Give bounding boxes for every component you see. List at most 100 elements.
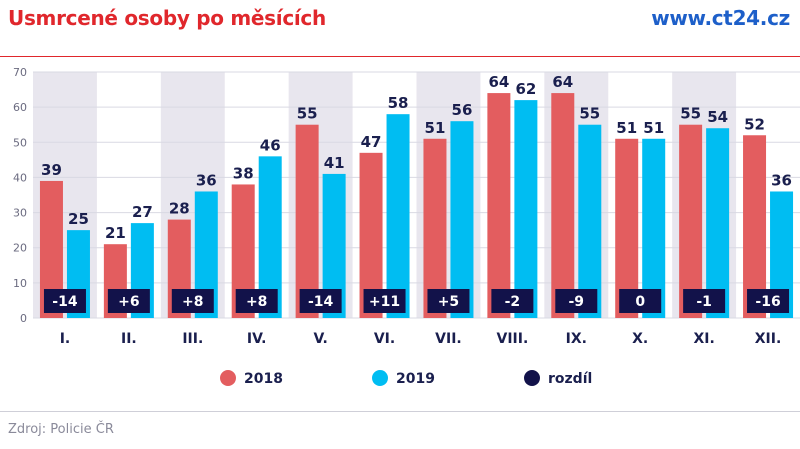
diff-label-1: +6 xyxy=(118,294,139,310)
bar-2018-6 xyxy=(423,138,447,318)
data-label-2019-0: 25 xyxy=(68,210,89,228)
x-tick-label-3: IV. xyxy=(247,331,267,347)
x-tick-label-8: IX. xyxy=(566,331,587,347)
bar-2019-11 xyxy=(770,191,794,318)
legend-label-2018: 2018 xyxy=(244,371,283,387)
data-label-2018-5: 47 xyxy=(361,133,382,151)
bar-2018-4 xyxy=(295,124,319,318)
diff-box-2 xyxy=(171,289,214,313)
diff-box-0 xyxy=(43,289,86,313)
diff-label-4: -14 xyxy=(308,294,334,310)
diff-box-10 xyxy=(683,289,726,313)
diff-label-11: -16 xyxy=(755,294,780,310)
bar-2019-6 xyxy=(450,121,474,318)
diff-label-2: +8 xyxy=(182,294,203,310)
data-label-2019-6: 56 xyxy=(452,101,473,119)
data-label-2018-11: 52 xyxy=(744,115,765,133)
diff-box-6 xyxy=(427,289,470,313)
bar-2018-7 xyxy=(487,93,511,318)
data-label-2019-4: 41 xyxy=(324,154,345,172)
bar-2019-7 xyxy=(514,100,538,318)
data-label-2018-3: 38 xyxy=(233,164,254,182)
diff-box-8 xyxy=(555,289,598,313)
data-label-2019-1: 27 xyxy=(132,203,153,221)
x-tick-label-9: X. xyxy=(632,331,648,347)
header-divider xyxy=(0,56,800,57)
diff-label-0: -14 xyxy=(52,294,78,310)
bar-2018-8 xyxy=(551,93,575,318)
y-tick-label: 60 xyxy=(13,101,27,114)
x-tick-label-5: VI. xyxy=(374,331,395,347)
bar-2019-9 xyxy=(642,138,666,318)
data-label-2019-7: 62 xyxy=(515,80,536,98)
bar-2019-3 xyxy=(258,156,282,318)
data-label-2019-8: 55 xyxy=(579,105,600,123)
data-label-2018-6: 51 xyxy=(425,119,446,137)
diff-box-11 xyxy=(747,289,790,313)
legend-label-2019: 2019 xyxy=(396,371,435,387)
footer-divider xyxy=(0,411,800,412)
y-tick-label: 50 xyxy=(13,136,27,149)
x-tick-label-10: XI. xyxy=(693,331,714,347)
bar-2018-5 xyxy=(359,152,383,318)
bar-2019-5 xyxy=(386,114,410,319)
diff-label-7: -2 xyxy=(505,294,521,310)
data-label-2018-9: 51 xyxy=(616,119,637,137)
x-tick-label-1: II. xyxy=(121,331,137,347)
brand-link[interactable]: www.ct24.cz xyxy=(651,6,790,30)
chart-title: Usmrcené osoby po měsících xyxy=(8,6,326,30)
y-tick-label: 0 xyxy=(20,312,27,325)
data-label-2019-2: 36 xyxy=(196,171,217,189)
data-label-2019-10: 54 xyxy=(707,108,728,126)
diff-box-9 xyxy=(619,289,662,313)
y-tick-label: 10 xyxy=(13,277,27,290)
grid-layer: 0 10 20 30 40 50 60 70 xyxy=(13,66,800,325)
data-label-2018-2: 28 xyxy=(169,200,190,218)
diff-label-5: +11 xyxy=(369,294,400,310)
diff-box-1 xyxy=(107,289,150,313)
data-label-2018-1: 21 xyxy=(105,224,126,242)
data-label-2018-7: 64 xyxy=(488,73,509,91)
bar-2019-10 xyxy=(706,128,730,318)
bar-2018-11 xyxy=(743,135,767,318)
x-tick-label-6: VII. xyxy=(435,331,462,347)
data-label-2019-5: 58 xyxy=(388,94,409,112)
legend: 2018 2019 rozdíl xyxy=(220,370,592,387)
diff-box-4 xyxy=(299,289,342,313)
y-tick-label: 40 xyxy=(13,171,27,184)
diff-box-5 xyxy=(363,289,406,313)
legend-swatch-2019 xyxy=(372,370,388,386)
y-tick-label: 20 xyxy=(13,242,27,255)
data-label-2019-11: 36 xyxy=(771,171,792,189)
legend-swatch-diff xyxy=(524,370,540,386)
data-label-2019-3: 46 xyxy=(260,136,281,154)
data-label-2018-8: 64 xyxy=(552,73,573,91)
x-tick-label-11: XII. xyxy=(755,331,782,347)
diff-label-8: -9 xyxy=(569,294,585,310)
x-tick-label-4: V. xyxy=(313,331,327,347)
legend-label-diff: rozdíl xyxy=(548,371,592,387)
diff-label-10: -1 xyxy=(696,294,712,310)
y-tick-label: 70 xyxy=(13,66,27,79)
bar-2018-10 xyxy=(679,124,703,318)
bar-2018-3 xyxy=(231,184,255,318)
diff-label-3: +8 xyxy=(246,294,267,310)
y-tick-label: 30 xyxy=(13,207,27,220)
x-tick-label-0: I. xyxy=(60,331,71,347)
bar-2019-2 xyxy=(194,191,218,318)
data-label-2019-9: 51 xyxy=(643,119,664,137)
x-tick-label-2: III. xyxy=(182,331,203,347)
bar-2018-0 xyxy=(39,180,63,318)
diff-label-6: +5 xyxy=(438,294,459,310)
legend-swatch-2018 xyxy=(220,370,236,386)
data-label-2018-0: 39 xyxy=(41,161,62,179)
data-label-2018-10: 55 xyxy=(680,105,701,123)
x-tick-label-7: VIII. xyxy=(496,331,528,347)
data-label-2018-4: 55 xyxy=(297,105,318,123)
diff-label-9: 0 xyxy=(635,294,645,310)
diff-box-7 xyxy=(491,289,534,313)
bar-2019-4 xyxy=(322,173,346,318)
bar-2018-9 xyxy=(615,138,639,318)
label-layer: 39 25 -14 I. 21 27 +6 II. 28 36 +8 III. 38 46 +8 IV. 55 4… xyxy=(41,73,792,347)
